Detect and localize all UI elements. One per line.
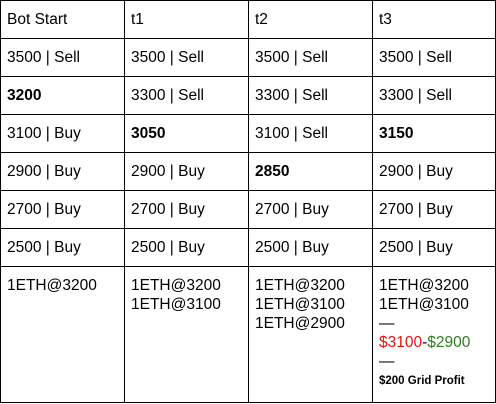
holdings-row: 1ETH@3200 1ETH@3200 1ETH@3100 1ETH@3200 … <box>0 266 496 403</box>
grid-cell: 2900 | Buy <box>372 152 496 191</box>
grid-cell: 2500 | Buy <box>124 228 249 267</box>
holdings-cell-t3: 1ETH@3200 1ETH@3100 — $3100-$2900 — $200… <box>372 266 496 403</box>
table-row: 3500 | Sell 3500 | Sell 3500 | Sell 3500… <box>0 38 496 77</box>
table-row: 2700 | Buy 2700 | Buy 2700 | Buy 2700 | … <box>0 190 496 229</box>
grid-cell: 2500 | Buy <box>248 228 373 267</box>
holdings-cell-t2: 1ETH@3200 1ETH@3100 1ETH@2900 <box>248 266 373 403</box>
grid-cell: 2850 <box>248 152 373 191</box>
header-row: Bot Start t1 t2 t3 <box>0 0 496 39</box>
grid-cell: 3500 | Sell <box>372 38 496 77</box>
profit-range: $3100-$2900 <box>379 333 495 352</box>
grid-cell: 3500 | Sell <box>124 38 249 77</box>
table-row: 2500 | Buy 2500 | Buy 2500 | Buy 2500 | … <box>0 228 496 267</box>
grid-cell: 3500 | Sell <box>248 38 373 77</box>
grid-cell: 3300 | Sell <box>372 76 496 115</box>
divider-dash: — <box>379 315 395 332</box>
grid-cell: 3150 <box>372 114 496 153</box>
holding-entry: 1ETH@3200 <box>131 277 221 294</box>
holding-entry: 1ETH@3200 <box>7 277 97 294</box>
grid-cell: 2500 | Buy <box>0 228 125 267</box>
divider-dash: — <box>379 353 395 370</box>
grid-cell: 3500 | Sell <box>0 38 125 77</box>
header-cell-t1: t1 <box>124 0 249 39</box>
holding-entry: 1ETH@3200 <box>255 277 345 294</box>
grid-cell: 2700 | Buy <box>372 190 496 229</box>
grid-cell: 3300 | Sell <box>248 76 373 115</box>
header-cell-bot-start: Bot Start <box>0 0 125 39</box>
holdings-cell-bot-start: 1ETH@3200 <box>0 266 125 403</box>
holdings-cell-t1: 1ETH@3200 1ETH@3100 <box>124 266 249 403</box>
holding-entry: 1ETH@3100 <box>255 296 345 313</box>
grid-cell: 3050 <box>124 114 249 153</box>
sell-price: $3100 <box>379 334 423 351</box>
grid-cell: 2700 | Buy <box>0 190 125 229</box>
grid-cell: 3100 | Buy <box>0 114 125 153</box>
header-cell-t3: t3 <box>372 0 496 39</box>
holding-entry: 1ETH@2900 <box>255 315 345 332</box>
grid-cell: 2900 | Buy <box>0 152 125 191</box>
grid-cell: 3300 | Sell <box>124 76 249 115</box>
holding-entry: 1ETH@3100 <box>131 296 221 313</box>
grid-cell: 2700 | Buy <box>124 190 249 229</box>
grid-cell: 3200 <box>0 76 125 115</box>
grid-cell: 2700 | Buy <box>248 190 373 229</box>
table-row: 3200 3300 | Sell 3300 | Sell 3300 | Sell <box>0 76 496 115</box>
grid-cell: 2900 | Buy <box>124 152 249 191</box>
holding-entry: 1ETH@3100 <box>379 296 469 313</box>
grid-profit-label: $200 Grid Profit <box>379 375 465 387</box>
header-cell-t2: t2 <box>248 0 373 39</box>
range-separator: - <box>422 334 428 351</box>
table-row: 2900 | Buy 2900 | Buy 2850 2900 | Buy <box>0 152 496 191</box>
grid-cell: 3100 | Sell <box>248 114 373 153</box>
holding-entry: 1ETH@3200 <box>379 277 469 294</box>
buy-price: $2900 <box>427 334 471 351</box>
grid-cell: 2500 | Buy <box>372 228 496 267</box>
table-row: 3100 | Buy 3050 3100 | Sell 3150 <box>0 114 496 153</box>
